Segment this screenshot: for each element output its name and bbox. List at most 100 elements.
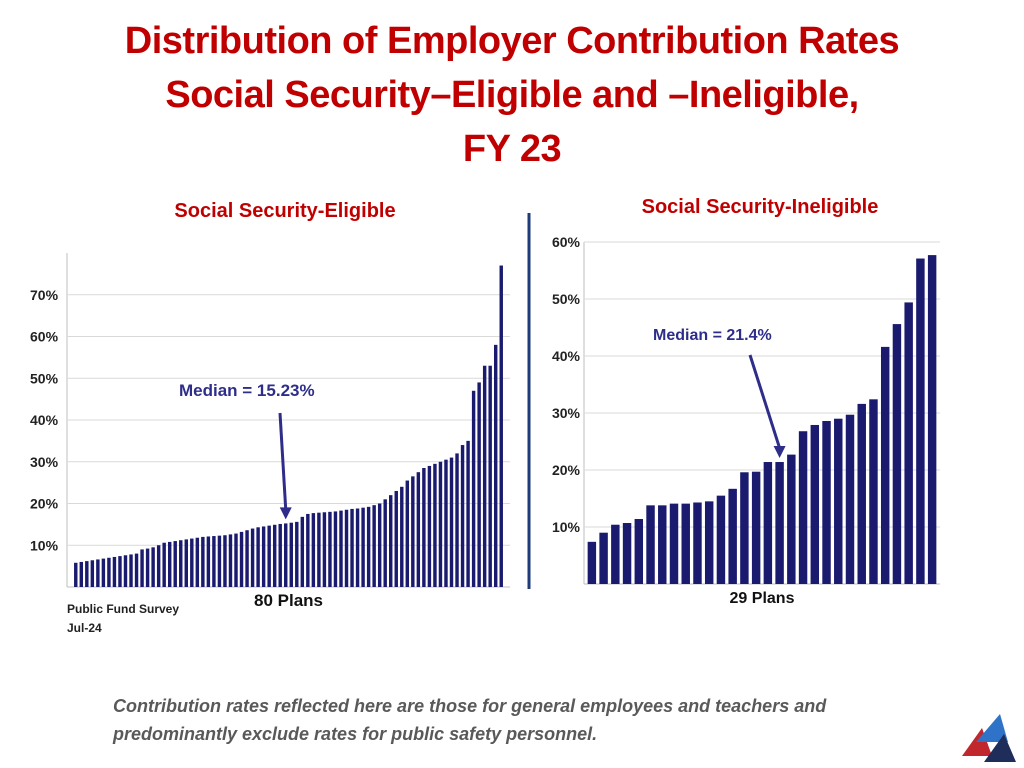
bar	[322, 512, 327, 587]
bar	[444, 459, 448, 587]
bar	[646, 505, 655, 584]
bar	[834, 418, 843, 584]
y-tick-label: 30%	[30, 454, 59, 470]
slide-title-line1: Distribution of Employer Contribution Ra…	[124, 20, 900, 62]
y-tick-label: 10%	[30, 537, 59, 553]
bar	[300, 516, 305, 587]
bar	[272, 524, 277, 587]
bar	[455, 453, 459, 587]
y-tick-label: 70%	[30, 287, 59, 303]
bar	[460, 445, 465, 587]
bar	[284, 523, 288, 587]
bar	[328, 511, 332, 587]
bar	[416, 472, 421, 587]
bar	[201, 536, 205, 587]
bar	[250, 528, 255, 587]
bar	[361, 507, 365, 587]
bar	[123, 555, 128, 587]
bar	[411, 476, 415, 587]
bar	[880, 346, 890, 584]
bar	[669, 503, 679, 584]
bar	[289, 522, 293, 587]
bar	[145, 548, 150, 587]
bar	[140, 549, 144, 587]
bar	[256, 527, 260, 587]
x-axis-label: 29 Plans	[730, 590, 795, 607]
bar	[366, 506, 371, 587]
bar	[79, 561, 84, 587]
bar	[422, 468, 426, 587]
bar	[433, 463, 437, 587]
bar	[295, 521, 299, 587]
bar	[156, 545, 161, 587]
y-tick-label: 20%	[30, 496, 59, 512]
bar	[798, 431, 808, 584]
bar	[112, 556, 117, 587]
source-line2: Jul-24	[67, 621, 102, 635]
bar	[449, 457, 454, 587]
bar	[400, 486, 404, 587]
median-annotation: Median = 21.4%	[653, 327, 772, 344]
bar	[775, 462, 784, 584]
bar	[916, 258, 925, 584]
bar	[658, 505, 667, 584]
bar	[101, 558, 106, 587]
bar	[438, 461, 443, 587]
bar	[599, 532, 608, 584]
bar	[162, 542, 166, 587]
bar	[751, 471, 761, 584]
bar	[267, 525, 271, 587]
y-tick-label: 50%	[552, 291, 581, 307]
bar	[611, 524, 620, 584]
bar	[134, 553, 139, 587]
bar	[212, 536, 216, 587]
bar	[693, 502, 702, 584]
bar	[892, 324, 902, 584]
bar	[167, 541, 172, 587]
bar	[206, 536, 211, 587]
bar	[217, 535, 222, 587]
bar	[377, 503, 382, 587]
y-tick-label: 40%	[30, 412, 59, 428]
y-tick-label: 60%	[552, 234, 581, 250]
slide-title-line2: Social Security–Eligible and –Ineligible…	[165, 74, 859, 116]
bar	[822, 420, 831, 584]
bar	[622, 523, 632, 584]
bar	[681, 503, 690, 584]
bar	[333, 511, 338, 587]
footnote-line2: predominantly exclude rates for public s…	[113, 724, 598, 744]
bar	[223, 535, 227, 587]
bar	[118, 556, 122, 587]
x-axis-label: 80 Plans	[254, 591, 323, 610]
bar	[466, 440, 470, 587]
bar	[239, 531, 244, 587]
bar	[129, 554, 133, 587]
y-tick-label: 60%	[30, 329, 59, 345]
footnote-line1: Contribution rates reflected here are th…	[113, 696, 827, 716]
y-tick-label: 50%	[30, 370, 59, 386]
bar	[740, 472, 749, 584]
bar	[350, 508, 354, 587]
source-line1: Public Fund Survey	[67, 602, 180, 616]
bar	[355, 508, 360, 587]
bar	[857, 403, 866, 584]
bar	[499, 265, 503, 587]
bar	[195, 537, 200, 587]
bar	[184, 539, 188, 587]
y-tick-label: 10%	[552, 519, 581, 535]
bar	[228, 534, 233, 587]
bar	[634, 519, 644, 584]
bar	[173, 541, 177, 587]
bar	[245, 530, 249, 587]
bar	[477, 382, 481, 587]
bar	[85, 561, 89, 587]
logo-icon	[962, 714, 1016, 762]
median-annotation: Median = 15.23%	[179, 381, 315, 400]
bar	[927, 255, 937, 585]
bar	[493, 344, 498, 587]
chart-title-eligible: Social Security-Eligible	[174, 200, 396, 222]
median-arrow	[748, 354, 782, 449]
bar	[278, 523, 282, 587]
